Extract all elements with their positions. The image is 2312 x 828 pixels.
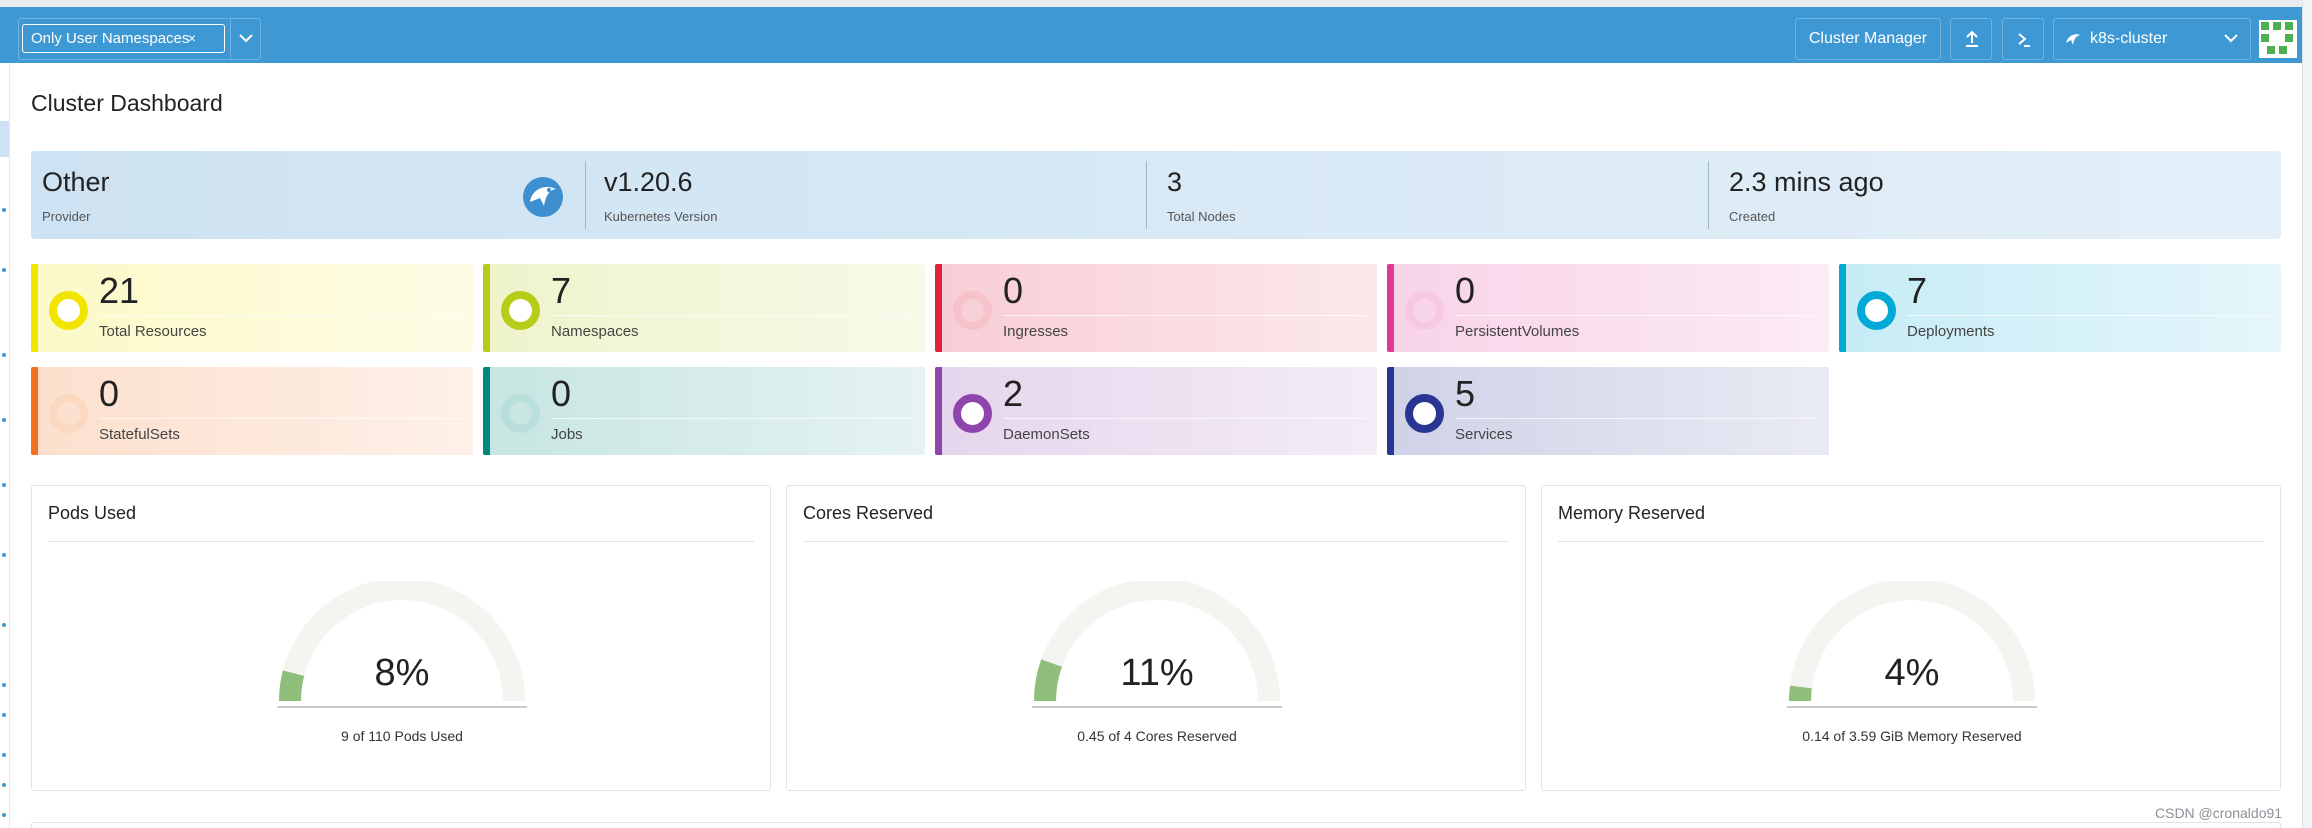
gauge-panel-pods-used: Pods Used 8% 9 of 110 Pods Used [31, 485, 771, 791]
resource-label: Total Resources [99, 323, 207, 340]
info-value: Other [42, 167, 110, 197]
cluster-manager-button[interactable]: Cluster Manager [1795, 18, 1941, 60]
ring-icon [1405, 394, 1444, 433]
close-icon[interactable]: × [187, 30, 196, 46]
gauge-title: Cores Reserved [803, 503, 934, 523]
resource-count: 0 [551, 373, 572, 414]
resource-card-namespaces[interactable]: 7 Namespaces [483, 264, 925, 352]
gauge-track [279, 581, 525, 702]
cluster-info-bar: Other Provider v1.20.6 Kubernetes Versio… [31, 151, 2281, 239]
upload-icon [1966, 30, 1978, 47]
gauge-title: Pods Used [48, 503, 137, 523]
gauge-chart [1032, 581, 1282, 708]
ring-icon [1857, 291, 1896, 330]
scrollbar[interactable] [2302, 0, 2312, 828]
page-title: Cluster Dashboard [31, 90, 223, 116]
gauge-track [1034, 581, 1280, 702]
ring-icon [1405, 291, 1444, 330]
resource-card-services[interactable]: 5 Services [1387, 367, 1829, 455]
resource-label: StatefulSets [99, 426, 180, 443]
gauge-panel-memory-reserved: Memory Reserved 4% 0.14 of 3.59 GiB Memo… [1541, 485, 2281, 791]
provider-logo-icon [523, 177, 563, 217]
collapsed-sidebar [0, 63, 10, 828]
gauge-chart [1787, 581, 2037, 708]
info-label: Provider [42, 209, 91, 224]
resource-count: 5 [1455, 373, 1476, 414]
chevron-down-icon [239, 34, 253, 43]
gauge-percent: 8% [374, 652, 430, 694]
chevron-down-icon [2224, 34, 2238, 43]
resource-label: Services [1455, 426, 1513, 443]
resource-count: 2 [1003, 373, 1024, 414]
gauge-fill [1034, 659, 1063, 702]
resource-label: Deployments [1907, 323, 1995, 340]
sidebar-active-marker [0, 121, 9, 157]
gauge-fill [279, 670, 305, 702]
info-value: 2.3 mins ago [1729, 167, 1884, 197]
resource-card-jobs[interactable]: 0 Jobs [483, 367, 925, 455]
gauge-fill [1788, 685, 1812, 702]
window-top-edge [0, 0, 2312, 7]
top-header-bar: Only User Namespaces × Cluster Manager k… [0, 7, 2302, 63]
namespace-filter[interactable]: Only User Namespaces × [18, 18, 261, 60]
resource-label: Namespaces [551, 323, 639, 340]
resource-card-daemonsets[interactable]: 2 DaemonSets [935, 367, 1377, 455]
resource-card-total-resources[interactable]: 21 Total Resources [31, 264, 473, 352]
resource-label: PersistentVolumes [1455, 323, 1580, 340]
ring-icon [49, 394, 88, 433]
resource-label: Ingresses [1003, 323, 1069, 340]
gauge-title: Memory Reserved [1558, 503, 1706, 523]
info-label: Created [1729, 209, 1776, 224]
info-value: v1.20.6 [604, 167, 693, 197]
gauge-subtitle: 0.14 of 3.59 GiB Memory Reserved [1802, 728, 2022, 744]
resource-card-statefulsets[interactable]: 0 StatefulSets [31, 367, 473, 455]
info-label: Kubernetes Version [604, 209, 718, 224]
resource-label: Jobs [551, 426, 583, 443]
resource-count: 0 [1455, 270, 1476, 311]
terminal-icon [2018, 33, 2030, 47]
namespace-dropdown-toggle[interactable] [230, 19, 260, 59]
gauge-chart [277, 581, 527, 708]
avatar[interactable] [2259, 20, 2297, 58]
watermark: CSDN @cronaldo91 [2155, 805, 2283, 821]
resource-card-ingresses[interactable]: 0 Ingresses [935, 264, 1377, 352]
resource-count: 0 [1003, 270, 1024, 311]
cluster-icon [2066, 34, 2080, 45]
ring-icon [501, 394, 540, 433]
info-value: 3 [1167, 167, 1183, 197]
resource-card-persistentvolumes[interactable]: 0 PersistentVolumes [1387, 264, 1829, 352]
resource-label: DaemonSets [1003, 426, 1090, 443]
resource-count: 21 [99, 270, 140, 311]
kubectl-shell-button[interactable] [2002, 18, 2044, 60]
ring-icon [501, 291, 540, 330]
resource-card-deployments[interactable]: 7 Deployments [1839, 264, 2281, 352]
namespace-filter-label: Only User Namespaces [31, 30, 190, 47]
ring-icon [49, 291, 88, 330]
cluster-selector[interactable]: k8s-cluster [2053, 18, 2251, 60]
gauge-percent: 4% [1884, 652, 1940, 694]
namespace-filter-chip[interactable]: Only User Namespaces × [22, 24, 225, 53]
resource-count: 7 [551, 270, 572, 311]
resource-count: 0 [99, 373, 120, 414]
next-panel-edge [31, 822, 2281, 828]
gauge-track [1789, 581, 2035, 702]
gauge-subtitle: 9 of 110 Pods Used [341, 728, 463, 744]
ring-icon [953, 394, 992, 433]
cluster-name: k8s-cluster [2090, 30, 2168, 47]
import-yaml-button[interactable] [1950, 18, 1992, 60]
gauge-panel-cores-reserved: Cores Reserved 11% 0.45 of 4 Cores Reser… [786, 485, 1526, 791]
gauge-percent: 11% [1120, 652, 1194, 694]
info-label: Total Nodes [1167, 209, 1236, 224]
ring-icon [953, 291, 992, 330]
resource-count: 7 [1907, 270, 1928, 311]
gauge-subtitle: 0.45 of 4 Cores Reserved [1077, 728, 1237, 744]
